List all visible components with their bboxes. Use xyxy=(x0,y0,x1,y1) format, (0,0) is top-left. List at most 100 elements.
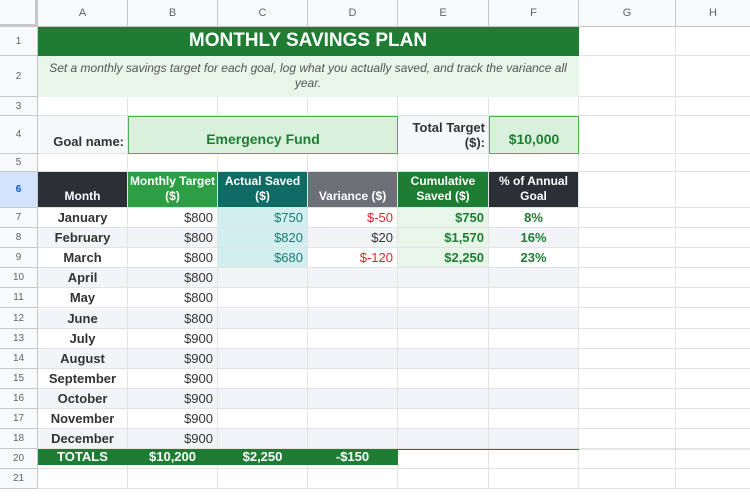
cumulative-saved-cell[interactable] xyxy=(398,308,489,329)
row-header-12[interactable]: 12 xyxy=(0,308,38,329)
pct-annual-goal-header[interactable]: % of Annual Goal xyxy=(489,172,579,208)
monthly-target-cell[interactable]: $900 xyxy=(128,368,218,389)
monthly-target-cell[interactable]: $900 xyxy=(128,348,218,369)
cell-d5[interactable] xyxy=(308,154,398,172)
cell-g1[interactable] xyxy=(579,27,676,56)
pct-annual-goal-cell[interactable] xyxy=(489,429,579,450)
variance-cell[interactable] xyxy=(308,288,398,309)
cell-a5[interactable] xyxy=(38,154,128,172)
row-header-8[interactable]: 8 xyxy=(0,228,38,249)
actual-saved-cell[interactable]: $680 xyxy=(218,248,308,269)
pct-annual-goal-cell[interactable] xyxy=(489,368,579,389)
month-cell[interactable]: January xyxy=(38,208,128,229)
column-header-a[interactable]: A xyxy=(38,0,128,27)
actual-saved-cell[interactable] xyxy=(218,348,308,369)
total-target-field[interactable]: $10,000 xyxy=(489,116,579,154)
variance-cell[interactable] xyxy=(308,268,398,289)
row-header-10[interactable]: 10 xyxy=(0,268,38,289)
totals-label[interactable]: TOTALS xyxy=(38,449,128,466)
cumulative-saved-cell[interactable] xyxy=(398,388,489,409)
cell-h18[interactable] xyxy=(676,429,750,450)
cell-f3[interactable] xyxy=(489,97,579,116)
cell-h11[interactable] xyxy=(676,288,750,309)
cell-h1[interactable] xyxy=(676,27,750,56)
actual-saved-header[interactable]: Actual Saved ($) xyxy=(218,172,308,208)
select-all-corner[interactable] xyxy=(0,0,38,27)
cell-h14[interactable] xyxy=(676,349,750,369)
cell-h16[interactable] xyxy=(676,389,750,409)
row-header-13[interactable]: 13 xyxy=(0,328,38,349)
cumulative-saved-cell[interactable] xyxy=(398,409,489,430)
column-header-e[interactable]: E xyxy=(398,0,489,27)
cell-e20[interactable] xyxy=(398,449,489,469)
monthly-target-cell[interactable]: $900 xyxy=(128,388,218,409)
month-header[interactable]: Month xyxy=(38,172,128,208)
cell-d3[interactable] xyxy=(308,97,398,116)
cell-b21[interactable] xyxy=(128,469,218,489)
monthly-target-cell[interactable]: $800 xyxy=(128,288,218,309)
cell-h8[interactable] xyxy=(676,228,750,249)
cell-e21[interactable] xyxy=(398,469,489,489)
monthly-target-cell[interactable]: $800 xyxy=(128,248,218,269)
cell-a3[interactable] xyxy=(38,97,128,116)
variance-cell[interactable]: $20 xyxy=(308,228,398,249)
actual-saved-cell[interactable] xyxy=(218,328,308,349)
pct-annual-goal-cell[interactable] xyxy=(489,328,579,349)
pct-annual-goal-cell[interactable] xyxy=(489,288,579,309)
row-header-15[interactable]: 15 xyxy=(0,368,38,389)
cell-g13[interactable] xyxy=(579,328,676,349)
cell-h12[interactable] xyxy=(676,309,750,329)
variance-cell[interactable]: $-120 xyxy=(308,248,398,269)
row-header-16[interactable]: 16 xyxy=(0,388,38,409)
cell-g15[interactable] xyxy=(579,368,676,389)
row-header-4[interactable]: 4 xyxy=(0,116,38,154)
column-header-h[interactable]: H xyxy=(676,0,750,27)
cell-a21[interactable] xyxy=(38,469,128,489)
actual-saved-cell[interactable]: $750 xyxy=(218,208,308,229)
cell-g11[interactable] xyxy=(579,288,676,309)
cell-h2[interactable] xyxy=(676,56,750,97)
month-cell[interactable]: October xyxy=(38,388,128,409)
totals-actual[interactable]: $2,250 xyxy=(218,449,308,466)
cell-g12[interactable] xyxy=(579,308,676,329)
pct-annual-goal-cell[interactable] xyxy=(489,308,579,329)
column-header-b[interactable]: B xyxy=(128,0,218,27)
row-header-1[interactable]: 1 xyxy=(0,27,38,56)
column-header-g[interactable]: G xyxy=(579,0,676,27)
totals-cumulative[interactable] xyxy=(398,449,489,451)
cell-c5[interactable] xyxy=(218,154,308,172)
cell-c3[interactable] xyxy=(218,97,308,116)
cell-g6[interactable] xyxy=(579,172,676,208)
sheet-subtitle[interactable]: Set a monthly savings target for each go… xyxy=(38,56,579,97)
variance-header[interactable]: Variance ($) xyxy=(308,172,398,208)
cell-c21[interactable] xyxy=(218,469,308,489)
pct-annual-goal-cell[interactable]: 8% xyxy=(489,208,579,229)
monthly-target-cell[interactable]: $800 xyxy=(128,308,218,329)
cell-g10[interactable] xyxy=(579,268,676,289)
monthly-target-cell[interactable]: $800 xyxy=(128,268,218,289)
cell-g4[interactable] xyxy=(579,116,676,154)
totals-variance[interactable]: -$150 xyxy=(308,449,398,466)
pct-annual-goal-cell[interactable] xyxy=(489,268,579,289)
totals-target[interactable]: $10,200 xyxy=(128,449,218,466)
cumulative-saved-cell[interactable] xyxy=(398,368,489,389)
cell-h20[interactable] xyxy=(676,449,750,469)
cumulative-saved-cell[interactable]: $2,250 xyxy=(398,248,489,269)
variance-cell[interactable] xyxy=(308,328,398,349)
variance-cell[interactable]: $-50 xyxy=(308,208,398,229)
cell-g5[interactable] xyxy=(579,154,676,172)
monthly-target-cell[interactable]: $900 xyxy=(128,429,218,450)
cell-g16[interactable] xyxy=(579,388,676,409)
variance-cell[interactable] xyxy=(308,368,398,389)
actual-saved-cell[interactable] xyxy=(218,308,308,329)
goal-name-label[interactable]: Goal name: xyxy=(38,116,128,154)
variance-cell[interactable] xyxy=(308,429,398,450)
cell-h10[interactable] xyxy=(676,268,750,289)
month-cell[interactable]: November xyxy=(38,409,128,430)
actual-saved-cell[interactable] xyxy=(218,288,308,309)
cumulative-saved-cell[interactable] xyxy=(398,288,489,309)
cumulative-saved-cell[interactable] xyxy=(398,268,489,289)
row-header-5[interactable]: 5 xyxy=(0,154,38,172)
month-cell[interactable]: March xyxy=(38,248,128,269)
cell-h6[interactable] xyxy=(676,172,750,208)
